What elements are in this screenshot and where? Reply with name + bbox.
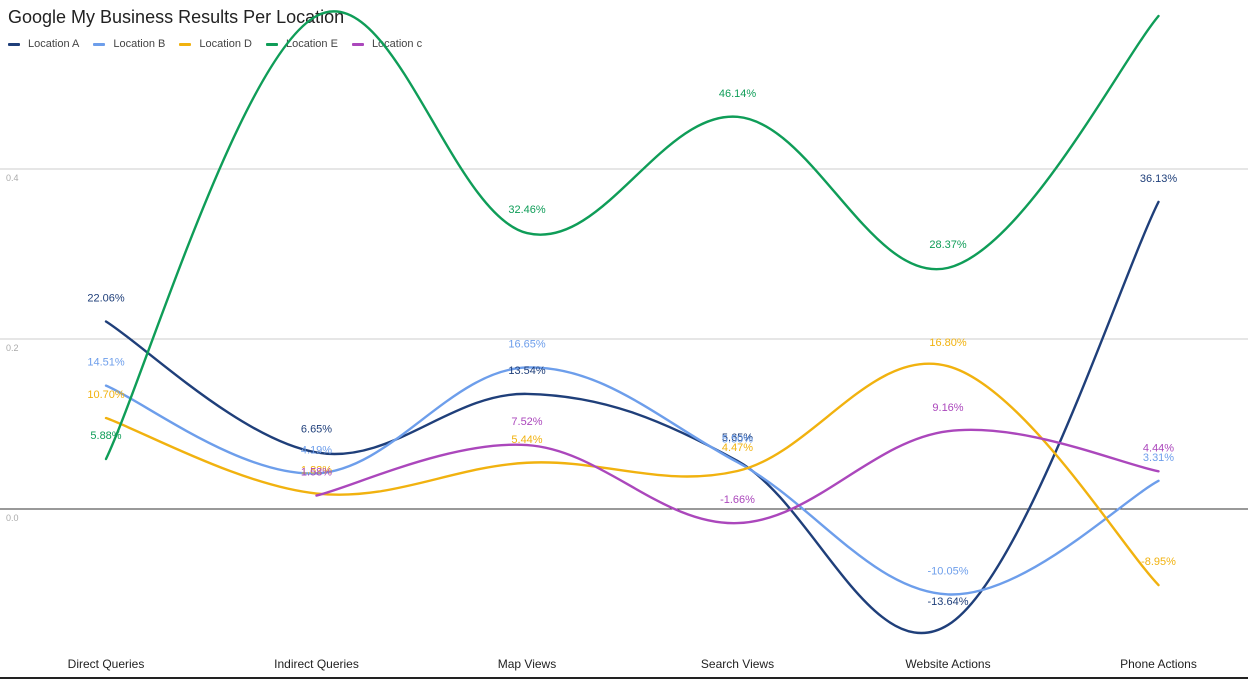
- series-line-location-c: [315, 428, 1160, 525]
- y-tick-label: 0.2: [6, 343, 19, 353]
- x-tick-label: Website Actions: [905, 657, 990, 671]
- data-label: 1.58%: [301, 467, 332, 479]
- series-line-location-b: [104, 366, 1160, 596]
- legend-swatch: [93, 42, 106, 46]
- data-label: -1.66%: [720, 494, 755, 506]
- legend-swatch: [265, 42, 278, 46]
- data-label: 13.54%: [508, 365, 546, 377]
- data-label: 4.19%: [301, 444, 332, 456]
- legend-swatch: [179, 42, 192, 46]
- legend-swatch: [8, 42, 20, 46]
- x-tick-label: Phone Actions: [1120, 657, 1197, 671]
- chart-title: Google My Business Results Per Location: [8, 7, 345, 27]
- y-tick-label: 0.0: [6, 513, 19, 523]
- bottom-border: [0, 677, 1248, 679]
- data-label: -10.05%: [928, 565, 969, 577]
- series-line-location-e: [104, 10, 1160, 461]
- x-tick-label: Direct Queries: [68, 657, 145, 671]
- data-label: 36.13%: [1140, 173, 1178, 185]
- legend-item: Location B: [93, 38, 165, 50]
- data-label: 6.65%: [301, 423, 332, 435]
- legend-label: Location E: [285, 38, 338, 50]
- data-label: 16.80%: [929, 337, 967, 349]
- x-tick-label: Search Views: [701, 657, 774, 671]
- data-label: -8.95%: [1141, 556, 1176, 568]
- data-label: 4.44%: [1143, 442, 1174, 454]
- x-tick-label: Indirect Queries: [274, 657, 359, 671]
- series-line-location-a: [104, 200, 1160, 635]
- data-label: -13.64%: [928, 596, 969, 608]
- data-label: 9.16%: [932, 402, 963, 414]
- legend-item: Location E: [265, 38, 338, 50]
- y-tick-label: 0.4: [6, 173, 19, 183]
- series-line-location-d: [104, 362, 1160, 587]
- data-label: 32.46%: [508, 204, 546, 216]
- legend-label: Location A: [28, 38, 80, 50]
- data-label: 10.70%: [87, 389, 125, 401]
- data-label: 5.65%: [722, 432, 753, 444]
- legend-item: Location A: [8, 38, 79, 50]
- data-label: 3.31%: [1143, 452, 1174, 464]
- legend-label: Location B: [113, 38, 166, 50]
- data-label: 46.14%: [719, 88, 757, 100]
- data-label: 28.37%: [929, 239, 967, 251]
- data-label: 16.65%: [508, 338, 546, 350]
- data-label: 22.06%: [87, 292, 125, 304]
- data-label: 5.88%: [90, 430, 121, 442]
- data-label: 4.47%: [722, 442, 753, 454]
- legend-swatch: [351, 42, 364, 46]
- data-label: 1.82%: [301, 465, 332, 477]
- legend-label: Location D: [199, 38, 252, 50]
- legend-item: Location D: [179, 38, 252, 50]
- data-label: 5.44%: [511, 434, 542, 446]
- x-tick-label: Map Views: [498, 657, 556, 671]
- data-label: 14.51%: [87, 357, 125, 369]
- data-label: 7.52%: [511, 416, 542, 428]
- data-label: 5.50%: [722, 433, 753, 445]
